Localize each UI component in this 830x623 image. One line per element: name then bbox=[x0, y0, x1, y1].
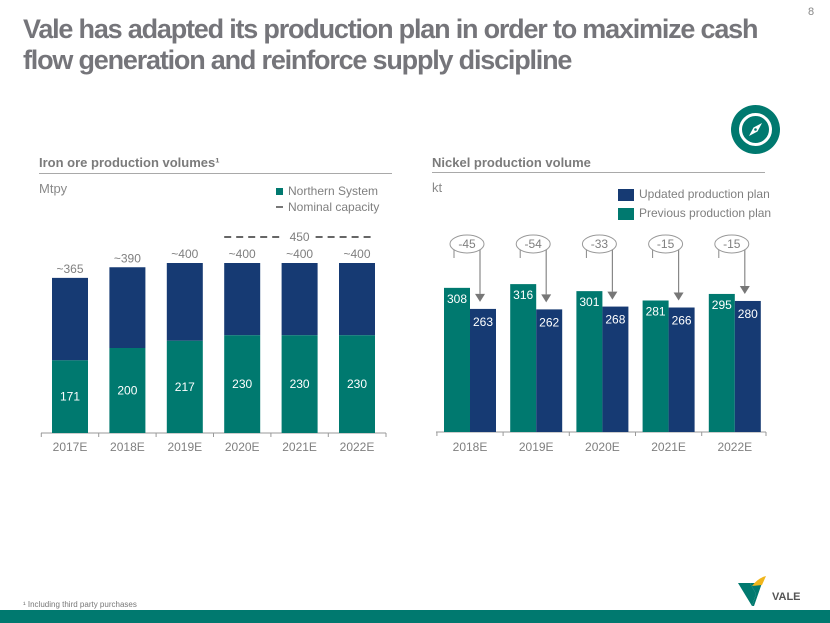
diff-oval bbox=[581, 234, 617, 254]
bar-northern-system bbox=[109, 348, 146, 433]
bar-previous-plan bbox=[708, 293, 735, 432]
bar-previous-plan bbox=[576, 291, 603, 432]
bar-northern-system bbox=[166, 340, 203, 433]
iron-panel-title: Iron ore production volumes¹ bbox=[39, 155, 220, 170]
footnote: ¹ Including third party purchases bbox=[23, 600, 137, 609]
diff-arrow-head bbox=[673, 292, 684, 301]
nominal-capacity-label: 450 bbox=[290, 230, 310, 244]
legend-label: Nominal capacity bbox=[288, 200, 380, 214]
bar-updated-plan bbox=[734, 300, 761, 432]
total-label: ~400 bbox=[343, 247, 370, 261]
bar-updated-plan bbox=[668, 307, 695, 432]
total-label: ~365 bbox=[56, 262, 83, 276]
bar-other bbox=[166, 263, 203, 341]
data-label-previous: 281 bbox=[646, 304, 666, 318]
bar-other bbox=[281, 263, 318, 336]
nickel-chart: 308 263 2018E -45 316 262 2019E -54 301 268 2020E -… bbox=[436, 234, 767, 454]
iron-ore-chart: 171 ~365 2017E 200 ~390 2018E 217 ~400 2019E 230 ~… bbox=[40, 230, 387, 454]
diff-oval bbox=[515, 234, 551, 254]
total-label: ~400 bbox=[229, 247, 256, 261]
data-label-previous: 295 bbox=[712, 298, 732, 312]
bar-other bbox=[339, 263, 375, 336]
bar-updated-plan bbox=[470, 308, 496, 432]
data-label-updated: 266 bbox=[672, 314, 692, 328]
diff-label: -15 bbox=[657, 237, 675, 251]
bar-previous-plan bbox=[642, 300, 669, 432]
diff-label: -54 bbox=[525, 237, 543, 251]
data-label-updated: 263 bbox=[473, 315, 493, 329]
total-label: ~400 bbox=[171, 247, 198, 261]
x-tick-label: 2018E bbox=[110, 440, 145, 454]
diff-arrow-head bbox=[739, 285, 750, 294]
bar-previous-plan bbox=[444, 287, 470, 432]
bar-northern-system bbox=[52, 360, 88, 433]
data-label: 200 bbox=[117, 384, 137, 398]
legend-updated-plan: Updated production plan bbox=[618, 187, 770, 201]
x-tick-label: 2021E bbox=[651, 440, 686, 454]
diff-arrow-head bbox=[541, 294, 552, 303]
data-label: 230 bbox=[232, 377, 252, 391]
bar-northern-system bbox=[339, 335, 375, 433]
data-label-previous: 308 bbox=[447, 292, 467, 306]
bar-northern-system bbox=[224, 335, 261, 433]
legend-previous-plan: Previous production plan bbox=[618, 206, 771, 220]
legend-label: Updated production plan bbox=[639, 187, 770, 201]
legend-swatch-teal bbox=[618, 207, 634, 220]
x-tick-label: 2021E bbox=[282, 440, 317, 454]
compass-icon bbox=[731, 105, 780, 154]
x-tick-label: 2017E bbox=[53, 440, 88, 454]
data-label-previous: 316 bbox=[513, 288, 533, 302]
x-tick-label: 2020E bbox=[585, 440, 620, 454]
data-label-updated: 268 bbox=[605, 313, 625, 327]
iron-unit-label: Mtpy bbox=[39, 181, 68, 196]
legend-northern-system: Northern System bbox=[276, 184, 378, 198]
bar-updated-plan bbox=[602, 306, 629, 432]
legend-swatch-navy bbox=[618, 188, 634, 201]
x-tick-label: 2019E bbox=[167, 440, 202, 454]
diff-label: -33 bbox=[591, 237, 609, 251]
bar-other bbox=[109, 267, 146, 348]
page-number: 8 bbox=[808, 6, 815, 18]
diff-oval bbox=[714, 234, 750, 254]
legend-label: Northern System bbox=[288, 184, 379, 198]
data-label: 217 bbox=[175, 380, 195, 394]
total-label: ~390 bbox=[114, 251, 141, 265]
diff-label: -45 bbox=[458, 237, 476, 251]
legend-nominal-capacity: Nominal capacity bbox=[276, 200, 379, 214]
data-label-previous: 301 bbox=[579, 295, 599, 309]
footer-bar bbox=[0, 610, 830, 623]
nickel-panel-title: Nickel production volume bbox=[432, 155, 591, 170]
x-tick-label: 2022E bbox=[717, 440, 752, 454]
nickel-panel-divider bbox=[432, 172, 765, 173]
slide-title: Vale has adapted its production plan in … bbox=[23, 14, 758, 75]
x-tick-label: 2020E bbox=[225, 440, 260, 454]
bar-other bbox=[52, 277, 88, 361]
data-label: 171 bbox=[60, 390, 80, 404]
x-tick-label: 2022E bbox=[340, 440, 375, 454]
x-tick-label: 2019E bbox=[519, 440, 554, 454]
bar-updated-plan bbox=[536, 309, 563, 432]
x-tick-label: 2018E bbox=[453, 440, 488, 454]
bar-other bbox=[224, 263, 261, 336]
logo-text: VALE bbox=[772, 591, 800, 603]
diff-oval bbox=[449, 234, 485, 254]
bar-northern-system bbox=[281, 335, 318, 433]
legend-swatch-dash bbox=[276, 205, 283, 208]
nickel-unit-label: kt bbox=[432, 180, 443, 195]
legend-swatch-teal bbox=[276, 188, 283, 196]
bar-previous-plan bbox=[510, 284, 537, 432]
diff-arrow-head bbox=[607, 291, 618, 300]
data-label: 230 bbox=[347, 377, 367, 391]
total-label: ~400 bbox=[286, 247, 313, 261]
data-label: 230 bbox=[290, 377, 310, 391]
diff-oval bbox=[648, 234, 684, 254]
iron-panel-divider bbox=[39, 173, 392, 174]
diff-arrow-head bbox=[475, 293, 485, 302]
vale-logo: VALE bbox=[738, 576, 800, 606]
data-label-updated: 262 bbox=[539, 315, 559, 329]
diff-label: -15 bbox=[723, 237, 741, 251]
legend-label: Previous production plan bbox=[639, 206, 772, 220]
data-label-updated: 280 bbox=[738, 307, 758, 321]
